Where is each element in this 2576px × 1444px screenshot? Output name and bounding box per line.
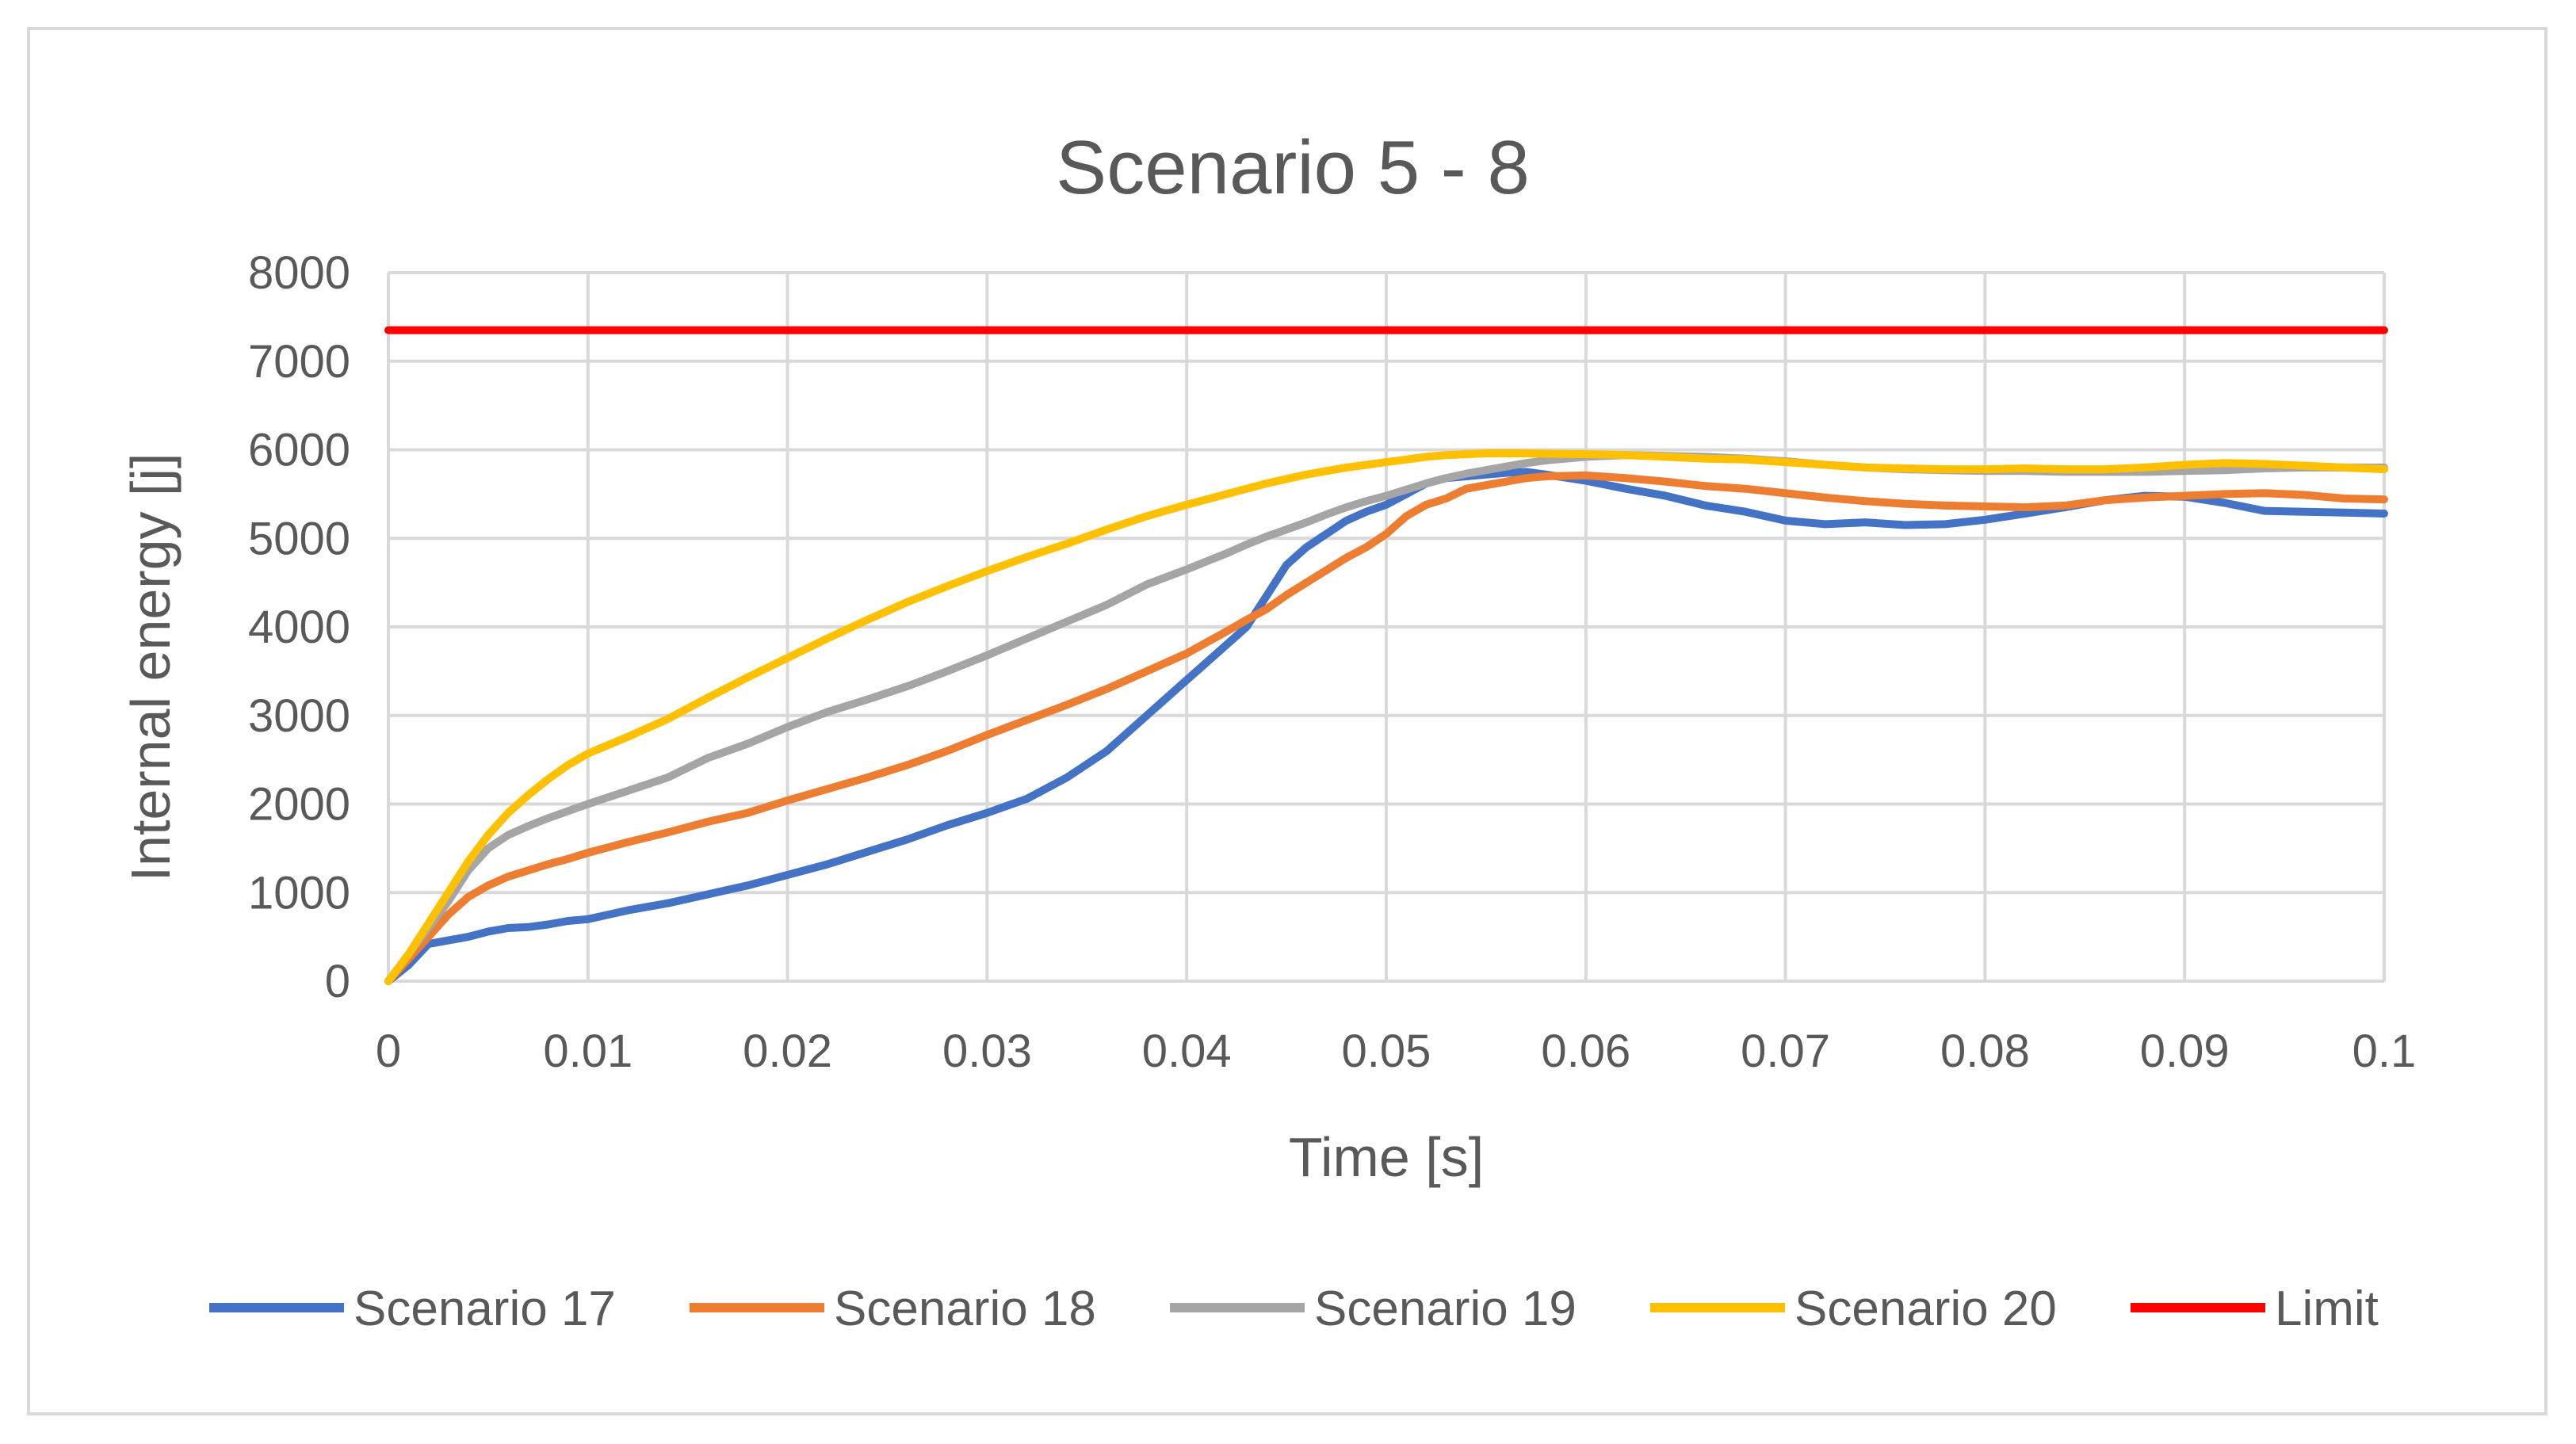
x-tick-label: 0.1: [2352, 1026, 2417, 1077]
series-line-scenario-17: [384, 468, 2388, 985]
legend-item: Scenario 17: [209, 1282, 616, 1336]
y-tick-label: 3000: [248, 690, 350, 742]
legend: Scenario 17 Scenario 18 Scenario 19 Scenari…: [209, 1282, 2379, 1336]
y-axis-title: Internal energy [j]: [120, 453, 182, 882]
legend-item: Scenario 18: [690, 1282, 1096, 1336]
x-tick-label: 0.06: [1541, 1026, 1630, 1077]
legend-label: Limit: [2275, 1282, 2379, 1336]
series-line-scenario-18: [384, 471, 2388, 985]
series-line-scenario-20: [384, 449, 2388, 985]
y-tick-label: 0: [325, 956, 350, 1007]
y-tick-label: 7000: [248, 336, 350, 388]
legend-label: Scenario 19: [1314, 1282, 1577, 1336]
tick-labels: 0 1000 2000 3000 4000 5000 6000 7000 8000 0 0.01 0.…: [248, 247, 2416, 1077]
x-tick-label: 0.05: [1342, 1026, 1431, 1077]
y-tick-label: 1000: [248, 867, 350, 919]
y-tick-label: 8000: [248, 247, 350, 299]
x-tick-label: 0.04: [1142, 1026, 1232, 1077]
x-tick-label: 0.02: [743, 1026, 832, 1077]
line-chart: Scenario 5 - 8 0 1000 2000 3000 4000 5000 6000…: [120, 125, 2416, 1336]
x-tick-label: 0.03: [942, 1026, 1032, 1077]
y-tick-label: 6000: [248, 425, 350, 476]
y-tick-label: 5000: [248, 513, 350, 564]
x-axis-title: Time [s]: [1289, 1126, 1484, 1188]
x-tick-label: 0.09: [2140, 1026, 2230, 1077]
legend-label: Scenario 20: [1794, 1282, 2057, 1336]
legend-item: Scenario 19: [1170, 1282, 1577, 1336]
y-tick-label: 2000: [248, 779, 350, 831]
legend-item: Limit: [2131, 1282, 2379, 1336]
y-tick-label: 4000: [248, 602, 350, 653]
x-tick-label: 0.07: [1741, 1026, 1830, 1077]
x-tick-label: 0.01: [543, 1026, 633, 1077]
x-tick-label: 0: [376, 1026, 401, 1077]
legend-label: Scenario 17: [354, 1282, 616, 1336]
legend-item: Scenario 20: [1650, 1282, 2057, 1336]
chart-title: Scenario 5 - 8: [1056, 125, 1530, 210]
chart-frame: Scenario 5 - 8 0 1000 2000 3000 4000 5000 6000…: [27, 27, 2547, 1415]
series-lines: [384, 326, 2388, 985]
x-tick-label: 0.08: [1940, 1026, 2030, 1077]
legend-label: Scenario 18: [834, 1282, 1096, 1336]
gridlines: [387, 271, 2386, 983]
